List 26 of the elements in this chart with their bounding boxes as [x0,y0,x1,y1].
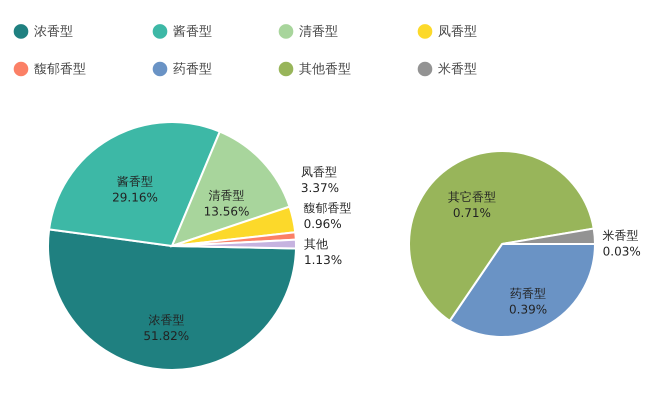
slice-label: 其他 [304,236,328,251]
data-label: 29.16% [112,190,158,204]
data-label: 13.56% [204,204,250,218]
data-label: 1.13% [304,252,342,267]
data-label: 51.82% [143,329,190,344]
slice-label: 清香型 [208,188,244,202]
legend-label: 米香型 [438,62,477,77]
slice-label: 浓香型 [148,313,184,328]
text: 其它香型 [448,190,496,204]
data-label: 0.39% [509,302,548,316]
legend-label: 馥郁香型 [34,62,86,77]
data-label: 0.03% [602,244,641,259]
legend-label: 其他香型 [299,62,351,77]
slice-label: 馥郁香型 [304,200,352,215]
legend-label: 清香型 [299,24,338,40]
slice-label: 米香型 [602,228,639,243]
slice-label: 药香型 [510,286,546,300]
data-label: 0.71% [452,206,491,220]
legend-label: 浓香型 [34,24,73,40]
slice-label: 酱香型 [117,174,154,188]
slice-label: 凤香型 [300,164,337,179]
legend-label: 酱香型 [173,24,212,40]
legend-label: 药香型 [173,62,212,77]
data-label: 0.96% [304,216,342,231]
data-label: 3.37% [300,180,340,195]
legend-label: 凤香型 [438,24,477,40]
